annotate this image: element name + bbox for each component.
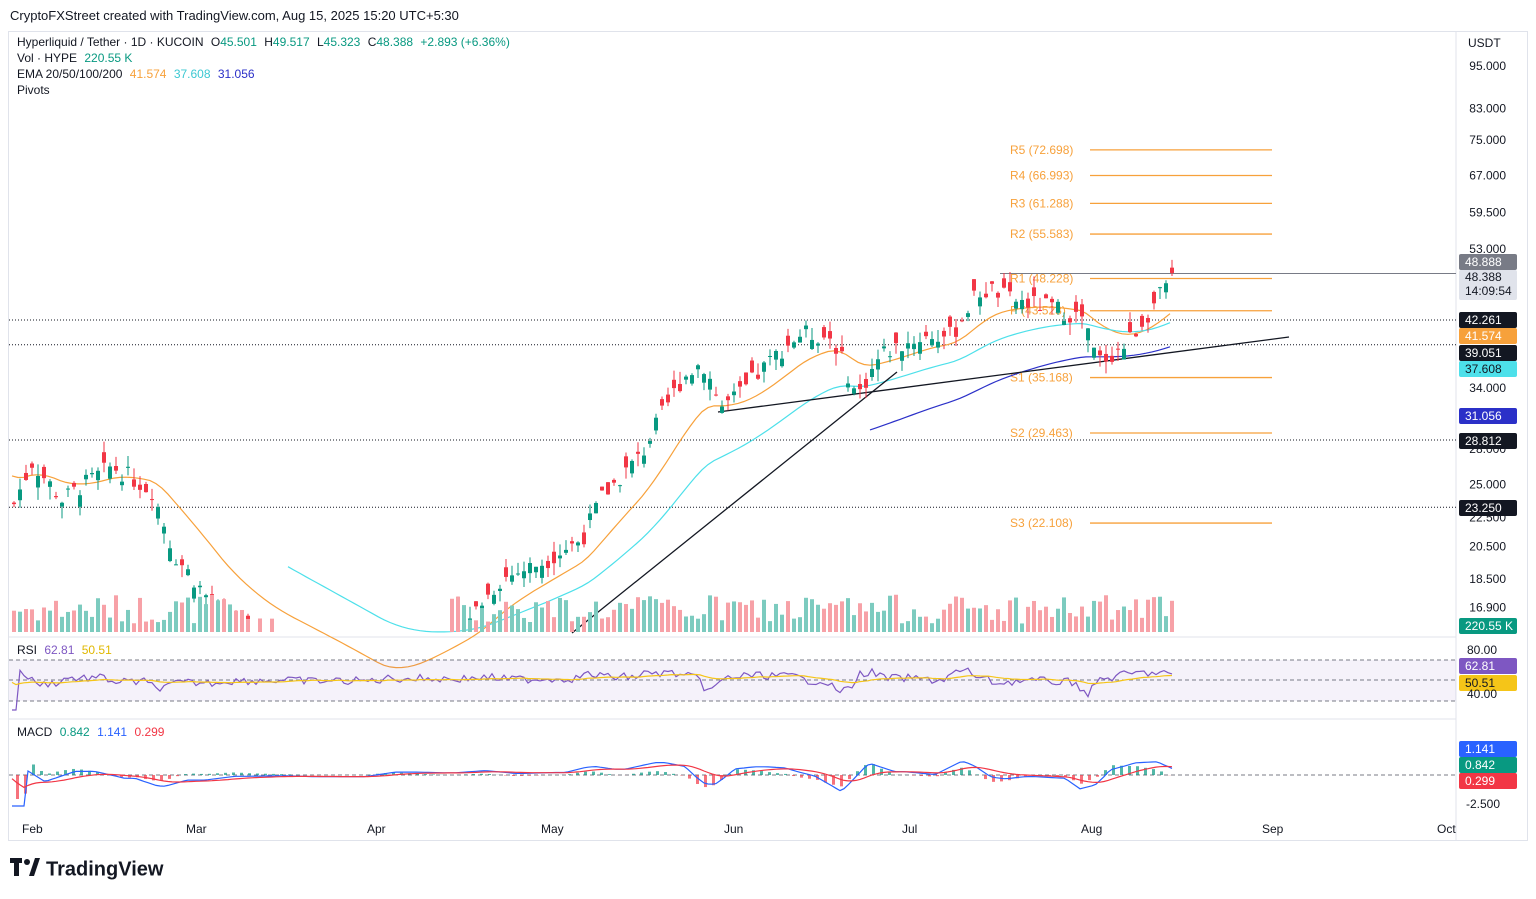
open-value: 45.501: [220, 35, 257, 49]
x-tick-jun: Jun: [724, 822, 744, 836]
symbol-name[interactable]: Hyperliquid / Tether · 1D · KUCOIN: [17, 35, 204, 49]
rsi-axis-80: 80.00: [1467, 643, 1498, 657]
x-tick-may: May: [541, 822, 564, 836]
high-value: 49.517: [272, 35, 310, 49]
last-price-tag: 48.388 14:09:54: [1459, 270, 1517, 300]
volume-legend: Vol · HYPE 220.55 K: [17, 51, 136, 65]
low-value: 45.323: [323, 35, 361, 49]
x-tick-jul: Jul: [902, 822, 918, 836]
chart-credit: CryptoFXStreet created with TradingView.…: [10, 8, 459, 23]
rsi-tag: 62.81: [1459, 658, 1517, 674]
x-tick-apr: Apr: [367, 822, 386, 836]
macd-label[interactable]: MACD: [17, 725, 53, 739]
high-tag: 48.888: [1459, 254, 1517, 270]
macd-legend: MACD 0.842 1.141 0.299: [17, 725, 168, 739]
macd-axis: -2.500: [1466, 797, 1501, 811]
change-value: +2.893 (+6.36%): [420, 35, 510, 49]
brand-name: TradingView: [46, 858, 164, 881]
x-tick-feb: Feb: [22, 822, 43, 836]
macd-signal-value: 0.299: [134, 725, 165, 739]
rsi-label[interactable]: RSI: [17, 643, 38, 657]
countdown: 14:09:54: [1465, 284, 1512, 298]
ema50-tag: 37.608: [1459, 361, 1517, 377]
volume-tag: 220.55 K: [1459, 618, 1517, 634]
x-tick-mar: Mar: [186, 822, 207, 836]
ema20-tag: 41.574: [1459, 328, 1517, 344]
ema50-value: 37.608: [173, 67, 211, 81]
volume-value: 220.55 K: [84, 51, 133, 65]
ema-legend: EMA 20/50/100/200 41.574 37.608 31.056: [17, 67, 259, 81]
macd-signal-tag: 0.299: [1459, 773, 1517, 789]
rsi-ma-tag: 50.51: [1459, 675, 1517, 691]
hline-tag-1: 42.261: [1459, 312, 1517, 328]
x-tick-aug: Aug: [1081, 822, 1103, 836]
ema-label[interactable]: EMA 20/50/100/200: [17, 67, 123, 81]
macd-line-tag: 1.141: [1459, 741, 1517, 757]
x-tick-oct: Oct: [1437, 822, 1456, 836]
ema100-value: 31.056: [217, 67, 255, 81]
rsi-axis-40: 40.00: [1467, 687, 1498, 701]
hline-tag-4: 23.250: [1459, 500, 1517, 516]
pivots-label[interactable]: Pivots: [17, 83, 50, 97]
rsi-value: 62.81: [44, 643, 75, 657]
rsi-ma-value: 50.51: [81, 643, 112, 657]
currency-label[interactable]: USDT: [1468, 36, 1501, 50]
close-value: 48.388: [376, 35, 414, 49]
hline-tag-2: 39.051: [1459, 345, 1517, 361]
macd-hist-value: 0.842: [59, 725, 90, 739]
macd-hist-tag: 0.842: [1459, 757, 1517, 773]
symbol-legend: Hyperliquid / Tether · 1D · KUCOIN O45.5…: [17, 35, 510, 49]
volume-label[interactable]: Vol · HYPE: [17, 51, 78, 65]
rsi-legend: RSI 62.81 50.51: [17, 643, 116, 657]
ema100-tag: 31.056: [1459, 408, 1517, 424]
tradingview-logo[interactable]: TradingView: [10, 858, 163, 882]
chart-frame: [8, 31, 1528, 841]
pivots-legend: Pivots: [17, 83, 54, 97]
macd-line-value: 1.141: [97, 725, 128, 739]
x-tick-sep: Sep: [1262, 822, 1284, 836]
hline-tag-3: 28.812: [1459, 433, 1517, 449]
tv-logo-icon: [10, 858, 40, 882]
ema20-value: 41.574: [129, 67, 167, 81]
